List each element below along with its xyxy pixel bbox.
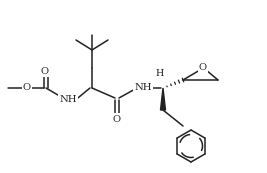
Text: O: O [41,66,49,75]
Polygon shape [160,88,166,110]
Text: NH: NH [59,95,77,104]
Text: O: O [23,84,31,93]
Text: NH: NH [134,84,152,93]
Text: O: O [113,115,121,124]
Text: O: O [199,63,207,72]
Text: H: H [156,69,164,78]
